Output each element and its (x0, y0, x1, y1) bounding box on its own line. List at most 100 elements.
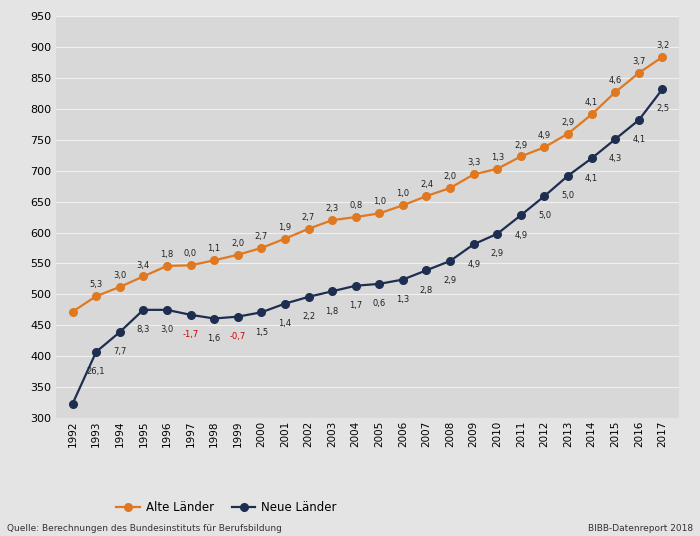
Neue Länder (234, 314, 242, 320)
Text: 2,2: 2,2 (302, 312, 315, 321)
Text: 1,5: 1,5 (255, 327, 268, 337)
Text: 2,5: 2,5 (656, 105, 669, 113)
Text: 2,9: 2,9 (444, 276, 456, 285)
Alte Länder (470, 171, 478, 177)
Alte Länder (234, 251, 242, 258)
Text: 4,9: 4,9 (467, 259, 480, 269)
Neue Länder (210, 315, 218, 322)
Alte Länder (540, 144, 549, 151)
Alte Länder (375, 210, 384, 217)
Text: 8,3: 8,3 (136, 325, 150, 334)
Text: Quelle: Berechnungen des Bundesinstituts für Berufsbildung: Quelle: Berechnungen des Bundesinstituts… (7, 524, 282, 533)
Text: 2,0: 2,0 (231, 239, 244, 248)
Alte Länder (611, 89, 620, 95)
Neue Länder (658, 86, 666, 92)
Alte Länder (635, 70, 643, 76)
Text: 1,1: 1,1 (207, 244, 220, 254)
Text: 2,4: 2,4 (420, 180, 433, 189)
Neue Länder (116, 329, 124, 336)
Neue Länder (564, 173, 573, 179)
Neue Länder (162, 307, 171, 313)
Text: 1,0: 1,0 (372, 197, 386, 206)
Text: 0,8: 0,8 (349, 201, 363, 210)
Text: 4,1: 4,1 (585, 174, 598, 183)
Alte Länder (92, 293, 100, 300)
Neue Länder (611, 136, 620, 143)
Text: -0,7: -0,7 (230, 332, 246, 341)
Line: Neue Länder: Neue Länder (69, 85, 666, 408)
Neue Länder (517, 212, 525, 219)
Line: Alte Länder: Alte Länder (69, 53, 666, 316)
Text: 1,9: 1,9 (279, 223, 291, 232)
Text: 2,7: 2,7 (255, 232, 268, 241)
Text: 1,4: 1,4 (279, 319, 291, 328)
Legend: Alte Länder, Neue Länder: Alte Länder, Neue Länder (112, 496, 342, 519)
Text: 1,3: 1,3 (491, 153, 504, 162)
Neue Länder (446, 258, 454, 264)
Text: 0,0: 0,0 (184, 249, 197, 258)
Text: 1,8: 1,8 (160, 250, 174, 259)
Neue Länder (493, 230, 501, 237)
Text: 26,1: 26,1 (87, 367, 106, 376)
Neue Länder (375, 281, 384, 287)
Text: 2,9: 2,9 (491, 249, 504, 258)
Neue Länder (422, 267, 430, 273)
Neue Länder (69, 400, 77, 407)
Neue Länder (257, 309, 265, 316)
Alte Länder (328, 217, 336, 224)
Text: 2,9: 2,9 (514, 140, 528, 150)
Neue Länder (281, 301, 289, 307)
Alte Länder (162, 263, 171, 269)
Neue Länder (540, 193, 549, 199)
Text: -1,7: -1,7 (183, 330, 199, 339)
Alte Länder (257, 245, 265, 251)
Text: 4,6: 4,6 (609, 76, 622, 85)
Text: 4,1: 4,1 (585, 99, 598, 108)
Text: 3,3: 3,3 (467, 159, 480, 167)
Text: 2,7: 2,7 (302, 213, 315, 222)
Alte Länder (399, 202, 407, 209)
Alte Länder (658, 54, 666, 60)
Text: 0,6: 0,6 (372, 299, 386, 308)
Alte Länder (281, 235, 289, 242)
Alte Länder (116, 284, 124, 290)
Neue Länder (399, 277, 407, 283)
Text: 3,0: 3,0 (160, 325, 174, 334)
Alte Länder (446, 185, 454, 191)
Text: 2,0: 2,0 (444, 172, 456, 181)
Text: 1,8: 1,8 (326, 307, 339, 316)
Text: 5,0: 5,0 (561, 191, 575, 200)
Text: 2,8: 2,8 (420, 286, 433, 295)
Neue Länder (635, 117, 643, 123)
Alte Länder (69, 309, 77, 315)
Text: 3,7: 3,7 (632, 57, 645, 66)
Neue Länder (587, 155, 596, 161)
Alte Länder (493, 166, 501, 172)
Neue Länder (304, 294, 313, 300)
Text: 1,0: 1,0 (396, 189, 410, 198)
Alte Länder (210, 257, 218, 264)
Neue Länder (92, 349, 100, 355)
Text: 5,0: 5,0 (538, 211, 551, 220)
Alte Länder (304, 226, 313, 232)
Text: BIBB-Datenreport 2018: BIBB-Datenreport 2018 (588, 524, 693, 533)
Alte Länder (517, 153, 525, 160)
Text: 3,2: 3,2 (656, 41, 669, 50)
Text: 5,3: 5,3 (90, 280, 103, 289)
Text: 7,7: 7,7 (113, 347, 127, 356)
Text: 1,6: 1,6 (207, 334, 220, 343)
Alte Länder (422, 193, 430, 199)
Text: 4,1: 4,1 (632, 135, 645, 144)
Text: 1,7: 1,7 (349, 301, 363, 310)
Alte Länder (351, 214, 360, 220)
Alte Länder (587, 111, 596, 117)
Text: 4,9: 4,9 (538, 131, 551, 140)
Text: 4,9: 4,9 (514, 230, 528, 240)
Text: 2,9: 2,9 (561, 117, 575, 126)
Text: 3,4: 3,4 (136, 260, 150, 270)
Alte Länder (564, 130, 573, 137)
Text: 2,3: 2,3 (326, 204, 339, 213)
Text: 4,3: 4,3 (609, 154, 622, 163)
Neue Länder (470, 241, 478, 248)
Alte Länder (139, 273, 148, 280)
